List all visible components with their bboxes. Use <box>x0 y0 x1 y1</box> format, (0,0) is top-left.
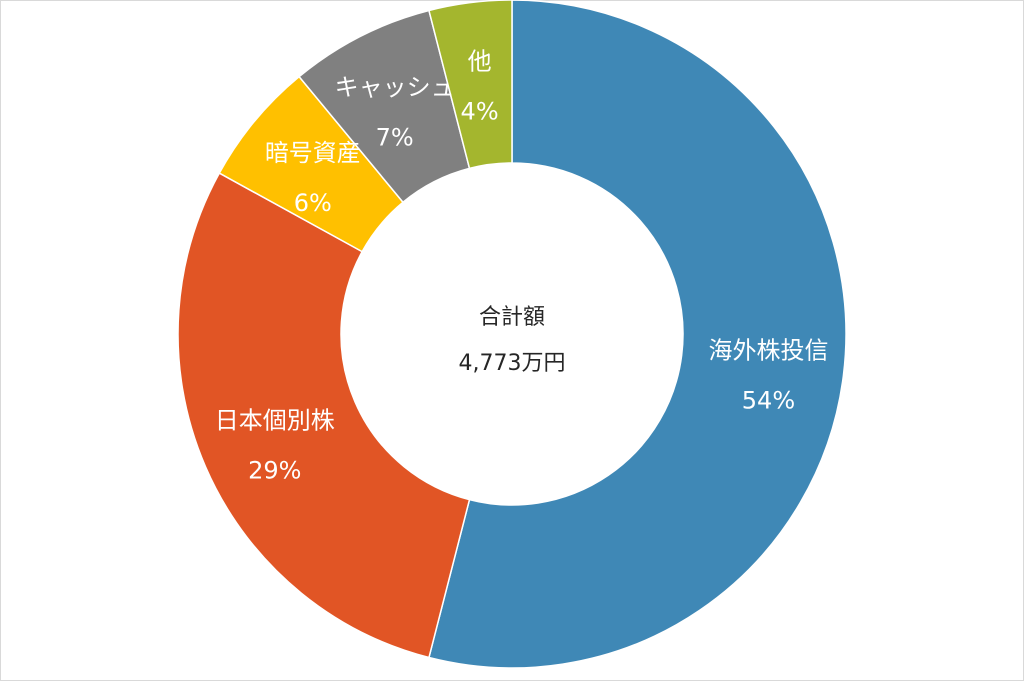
slice-name-label-2: 暗号資産 <box>265 139 361 167</box>
slices-group <box>177 0 847 669</box>
slice-name-label-1: 日本個別株 <box>215 407 335 435</box>
slice-0 <box>428 0 847 669</box>
slice-percent-label-1: 29% <box>248 457 301 485</box>
center-title: 合計額 <box>479 305 545 330</box>
slice-percent-label-0: 54% <box>742 386 795 414</box>
slice-1 <box>177 172 471 659</box>
slice-percent-label-2: 6% <box>294 189 332 217</box>
slice-percent-label-3: 7% <box>376 124 414 152</box>
labels-group: 海外株投信 54% 日本個別株 29% 暗号資産 6% キャッシュ 7% 他 4% <box>215 48 829 485</box>
slice-4 <box>428 0 513 170</box>
slice-name-label-0: 海外株投信 <box>708 336 828 364</box>
slice-percent-label-4: 4% <box>461 98 499 126</box>
center-value: 4,773万円 <box>459 351 566 376</box>
slice-name-label-4: 他 <box>468 48 492 76</box>
slice-name-label-3: キャッシュ <box>335 74 455 102</box>
